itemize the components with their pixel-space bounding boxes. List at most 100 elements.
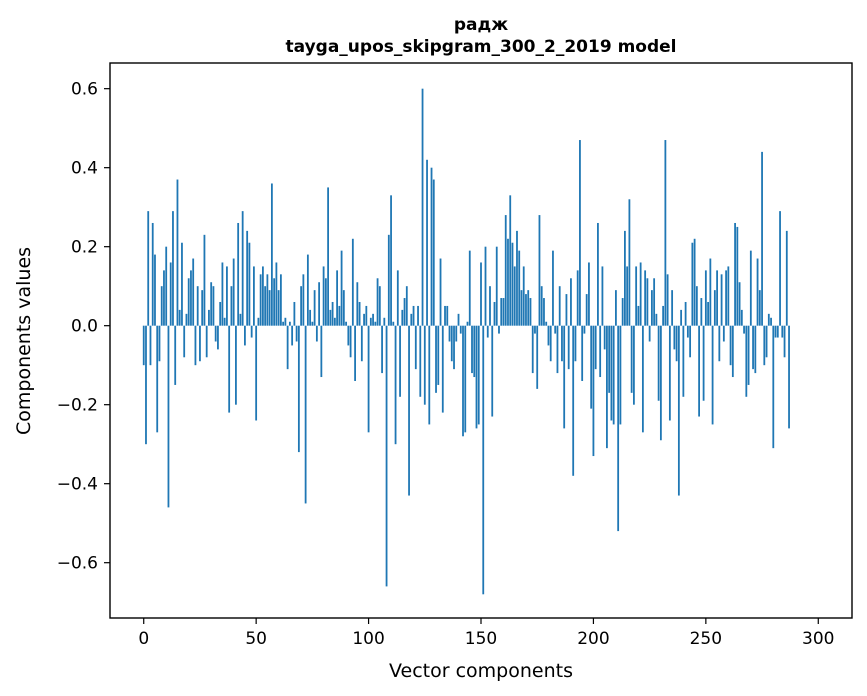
bar-111 (392, 321, 395, 326)
x-axis-label: Vector components (389, 660, 573, 682)
bar-167 (518, 250, 521, 326)
bar-12 (169, 262, 172, 326)
bar-204 (601, 266, 604, 326)
bar-210 (615, 290, 617, 326)
bar-93 (351, 238, 354, 326)
bar-116 (403, 298, 406, 326)
x-tick-label: 200 (577, 629, 609, 649)
bar-118 (408, 325, 410, 496)
bar-190 (570, 278, 572, 326)
bar-70 (300, 286, 303, 326)
bar-207 (608, 325, 611, 393)
bar-35 (221, 262, 224, 326)
bar-42 (237, 222, 240, 326)
bar-125 (423, 325, 426, 405)
bar-216 (628, 199, 631, 326)
bar-174 (534, 325, 536, 334)
bar-88 (340, 250, 343, 326)
bar-255 (716, 270, 718, 326)
bar-138 (453, 325, 455, 370)
bar-76 (313, 290, 316, 326)
bar-104 (376, 278, 379, 326)
bar-24 (196, 286, 199, 326)
bar-237 (675, 325, 678, 362)
bar-52 (259, 274, 262, 326)
y-tick-label: 0.2 (71, 238, 98, 258)
bar-59 (275, 262, 278, 326)
bar-117 (405, 286, 408, 326)
bar-194 (579, 140, 581, 326)
y-tick-label: 0.4 (71, 159, 98, 179)
bar-177 (540, 286, 543, 326)
bar-11 (167, 325, 170, 508)
bar-17 (181, 242, 183, 326)
bar-80 (322, 266, 325, 326)
bar-77 (315, 325, 318, 342)
bar-160 (502, 298, 505, 326)
bar-182 (552, 250, 554, 326)
bar-203 (599, 325, 602, 378)
bar-286 (785, 230, 788, 326)
bar-75 (311, 321, 314, 326)
bar-133 (441, 325, 444, 413)
bar-231 (662, 305, 665, 326)
bar-119 (410, 313, 413, 326)
y-tick-label: 0.6 (71, 80, 98, 100)
bar-170 (525, 294, 527, 326)
bar-124 (421, 88, 424, 326)
bar-245 (693, 238, 696, 326)
bar-5 (154, 254, 156, 326)
bar-34 (219, 301, 222, 326)
bar-47 (248, 242, 251, 326)
bar-143 (464, 325, 467, 433)
bar-87 (338, 305, 341, 326)
bar-39 (230, 286, 233, 326)
bar-229 (657, 325, 660, 401)
bar-78 (318, 282, 321, 326)
bar-270 (749, 250, 752, 326)
bar-273 (756, 258, 759, 326)
bar-37 (226, 266, 228, 326)
bar-9 (163, 270, 165, 326)
bar-68 (295, 325, 298, 342)
bar-69 (297, 325, 300, 453)
bar-49 (253, 266, 255, 326)
bar-131 (437, 325, 440, 385)
bar-144 (466, 321, 469, 326)
bar-28 (205, 325, 208, 358)
bar-142 (462, 325, 464, 437)
bar-97 (360, 325, 363, 362)
bar-63 (284, 317, 287, 326)
bar-29 (208, 309, 210, 326)
bar-153 (486, 325, 489, 338)
bar-79 (320, 325, 323, 378)
bar-279 (770, 317, 772, 326)
bar-84 (331, 301, 334, 326)
x-tick-label: 150 (465, 629, 497, 649)
bar-67 (293, 301, 296, 326)
bar-179 (545, 321, 548, 326)
bar-220 (637, 305, 640, 326)
bar-173 (531, 325, 534, 374)
bar-25 (199, 325, 201, 362)
bar-196 (583, 325, 586, 334)
bar-240 (682, 325, 685, 397)
bar-58 (273, 278, 276, 326)
bar-241 (684, 301, 687, 326)
bar-57 (270, 183, 273, 326)
bar-212 (619, 325, 622, 425)
bar-0 (142, 325, 145, 366)
bar-256 (718, 325, 721, 362)
bar-213 (621, 298, 624, 326)
bar-20 (187, 278, 190, 326)
bar-146 (471, 325, 473, 374)
bar-122 (417, 305, 419, 326)
bar-3 (149, 325, 152, 366)
bar-36 (223, 317, 226, 326)
bar-8 (160, 286, 163, 326)
bar-43 (239, 313, 242, 326)
y-tick-label: −0.2 (57, 396, 98, 416)
bar-247 (698, 325, 700, 417)
bar-101 (369, 317, 372, 326)
bar-81 (324, 278, 327, 326)
